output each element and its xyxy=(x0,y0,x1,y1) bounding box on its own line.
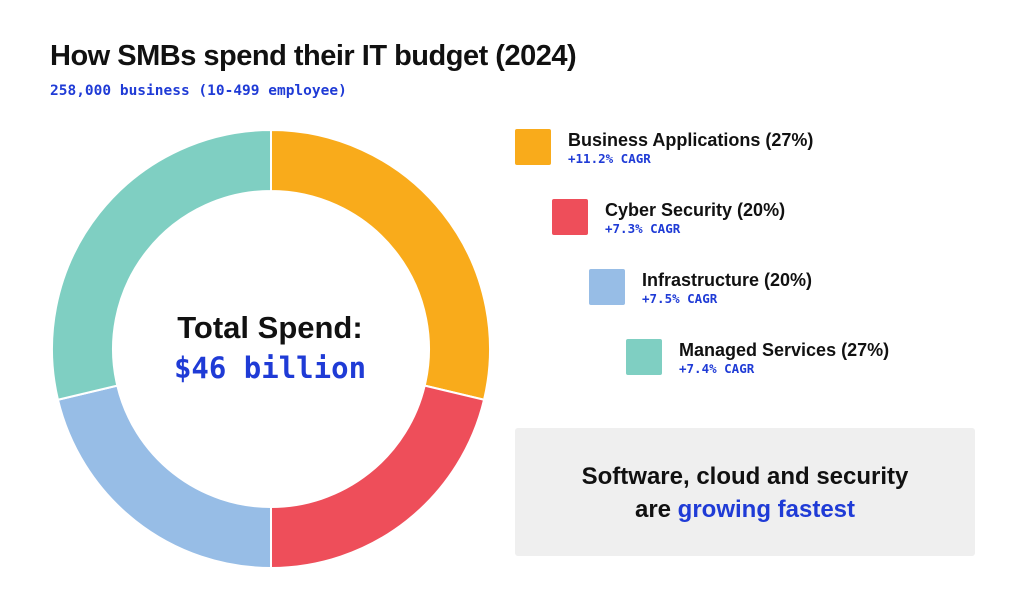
legend-label: Cyber Security (20%) xyxy=(605,200,786,220)
donut-slice-0 xyxy=(270,128,491,401)
legend-item-infrastructure: Infrastructure (20%) +7.5% CAGR xyxy=(589,269,812,307)
legend-item-cyber-security: Cyber Security (20%) +7.3% CAGR xyxy=(552,199,785,237)
chart-subtitle: 258,000 business (10-499 employee) xyxy=(50,83,347,99)
callout-highlight: growing fastest xyxy=(677,496,856,523)
donut-slice-2 xyxy=(56,384,272,570)
legend-label: Business Applications (27%) xyxy=(568,130,814,150)
donut-center-label: Total Spend: $46 billion xyxy=(120,310,420,388)
legend-label: Managed Services (27%) xyxy=(679,340,890,360)
chart-title: How SMBs spend their IT budget (2024) xyxy=(50,40,577,72)
callout-line-1: Software, cloud and security xyxy=(581,463,909,490)
legend-growth: +7.4% CAGR xyxy=(679,361,755,376)
total-spend-value: $46 billion xyxy=(173,351,367,385)
legend-growth: +11.2% CAGR xyxy=(568,151,651,166)
donut-slice-3 xyxy=(51,128,272,401)
legend-growth: +7.5% CAGR xyxy=(642,291,718,306)
donut-slice-1 xyxy=(270,384,486,570)
callout-box: Software, cloud and security are growing… xyxy=(515,428,975,556)
callout-line-2-prefix: are xyxy=(634,496,678,523)
legend-label: Infrastructure (20%) xyxy=(642,270,813,290)
legend-swatch xyxy=(589,269,625,305)
donut-chart xyxy=(51,128,491,570)
legend-swatch xyxy=(552,199,588,235)
total-spend-label: Total Spend: xyxy=(177,310,363,345)
legend-item-managed-services: Managed Services (27%) +7.4% CAGR xyxy=(626,339,889,377)
legend-swatch xyxy=(626,339,662,375)
legend-growth: +7.3% CAGR xyxy=(605,221,681,236)
callout-text: Software, cloud and security are growing… xyxy=(515,460,975,526)
legend-item-business-applications: Business Applications (27%) +11.2% CAGR xyxy=(515,129,813,167)
legend-swatch xyxy=(515,129,551,165)
